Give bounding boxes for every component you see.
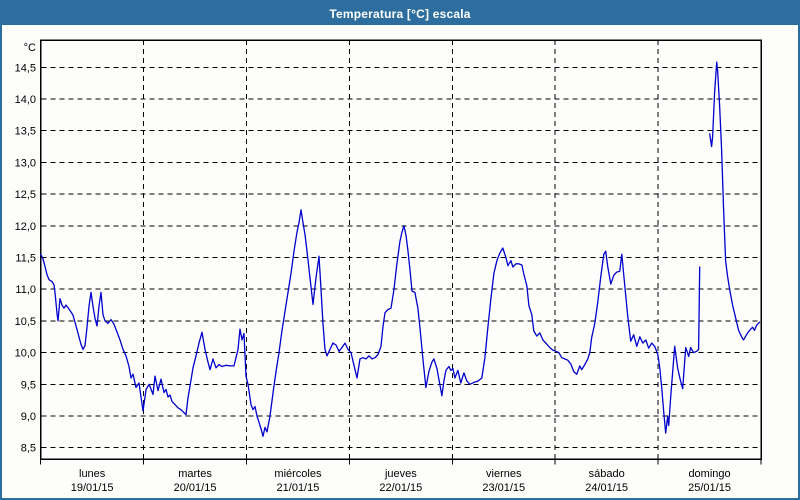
- y-tick-label: 11,5: [15, 253, 36, 265]
- y-tick-label: 9,0: [21, 411, 36, 423]
- x-day-label: lunes: [79, 468, 106, 480]
- x-day-label: domingo: [688, 468, 730, 480]
- x-date-label: 19/01/15: [71, 482, 114, 494]
- temperature-line: [40, 61, 761, 437]
- x-date-label: 21/01/15: [277, 482, 320, 494]
- x-date-label: 23/01/15: [482, 482, 525, 494]
- y-tick-label: 9,5: [21, 379, 36, 391]
- title-bar: Temperatura [°C] escala: [2, 2, 798, 25]
- plot-border: [39, 39, 762, 461]
- x-date-label: 24/01/15: [585, 482, 628, 494]
- window-title: Temperatura [°C] escala: [329, 6, 471, 21]
- x-date-label: 20/01/15: [174, 482, 217, 494]
- y-tick-label: 12,5: [15, 189, 36, 201]
- x-day-label: martes: [178, 468, 212, 480]
- x-date-label: 25/01/15: [688, 482, 731, 494]
- x-day-label: viernes: [486, 468, 522, 480]
- y-tick-label: 10,0: [15, 348, 36, 360]
- x-day-label: miércoles: [274, 468, 322, 480]
- y-tick-label: 13,0: [15, 157, 36, 169]
- y-tick-label: 14,0: [15, 94, 36, 106]
- x-date-label: 22/01/15: [379, 482, 422, 494]
- x-day-label: sábado: [589, 468, 625, 480]
- chart-svg: 14,5 14,0 13,5 13,0 12,5 12,0 11,5 11,0 10,5 10,0…: [15, 39, 762, 494]
- y-tick-label: 12,0: [15, 221, 36, 233]
- y-tick-label: 8,5: [21, 443, 36, 455]
- y-tick-label: 10,5: [15, 316, 36, 328]
- chart-area: 14,5 14,0 13,5 13,0 12,5 12,0 11,5 11,0 10,5 10,0…: [2, 25, 798, 498]
- x-day-label: jueves: [384, 468, 417, 480]
- y-axis-unit-label: °C: [24, 42, 36, 54]
- y-tick-label: 11,0: [15, 284, 36, 296]
- y-tick-label: 13,5: [15, 126, 36, 138]
- y-tick-label: 14,5: [15, 62, 36, 74]
